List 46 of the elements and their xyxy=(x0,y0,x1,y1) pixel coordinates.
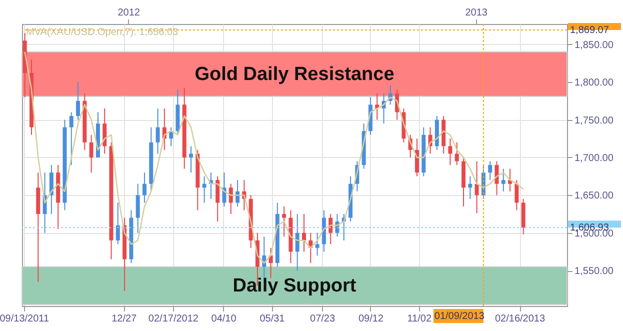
x-tick-label: 05/31 xyxy=(260,314,286,324)
x2-tick-label: 2012 xyxy=(118,8,140,18)
x-tick-label: 11/02 xyxy=(407,314,432,324)
y-tick-label: 1,650.00 xyxy=(574,190,614,202)
candlestick xyxy=(116,202,120,245)
x-tick-label: 09/13/2011 xyxy=(0,314,50,324)
x-tick-label: 04/10 xyxy=(211,314,237,324)
candlestick xyxy=(102,108,107,154)
y-tick-label: 1,800.00 xyxy=(574,78,614,89)
y-tick-label: 1,850.00 xyxy=(574,40,614,51)
candlestick xyxy=(514,180,519,211)
candlestick xyxy=(142,172,146,204)
y-tick-label: 1,700.00 xyxy=(574,152,614,164)
candlestick xyxy=(89,134,94,174)
candlestick xyxy=(69,112,74,166)
candlestick xyxy=(474,160,479,214)
x-tick-label: 02/16/2013 xyxy=(494,314,546,324)
x2-tick-label: 2013 xyxy=(465,8,488,18)
candlestick xyxy=(315,232,320,256)
x-tick-label: 09/12 xyxy=(358,314,384,324)
candlestick xyxy=(156,108,160,154)
candlestick xyxy=(468,176,472,200)
candlestick xyxy=(501,168,506,192)
candlestick xyxy=(216,176,220,222)
candlestick xyxy=(448,138,452,166)
candlestick xyxy=(228,183,233,215)
candlestick xyxy=(49,164,54,215)
x-tick-label: 12/27 xyxy=(112,314,138,324)
band-label: Daily Support xyxy=(232,276,357,297)
band-label: Gold Daily Resistance xyxy=(194,64,394,86)
candlestick xyxy=(76,82,80,120)
candlestick xyxy=(202,176,206,204)
candlestick xyxy=(414,138,419,177)
candlestick xyxy=(488,160,492,181)
candlestick xyxy=(189,146,194,174)
x-tick-label: 07/23 xyxy=(310,314,336,324)
candlestick xyxy=(295,214,300,272)
annotation: MVA(XAU/USD.Open,7): 1,656.03 xyxy=(26,27,179,38)
candlestick xyxy=(302,214,306,252)
candlestick xyxy=(282,206,286,238)
y-tick-label: 1,550.00 xyxy=(574,266,614,278)
candlestick xyxy=(454,142,459,166)
y-tick-label: 1,750.00 xyxy=(574,115,614,126)
candlestick xyxy=(494,160,499,196)
x-tick-label: 02/17/2012 xyxy=(148,314,199,324)
candlestick xyxy=(136,183,140,234)
